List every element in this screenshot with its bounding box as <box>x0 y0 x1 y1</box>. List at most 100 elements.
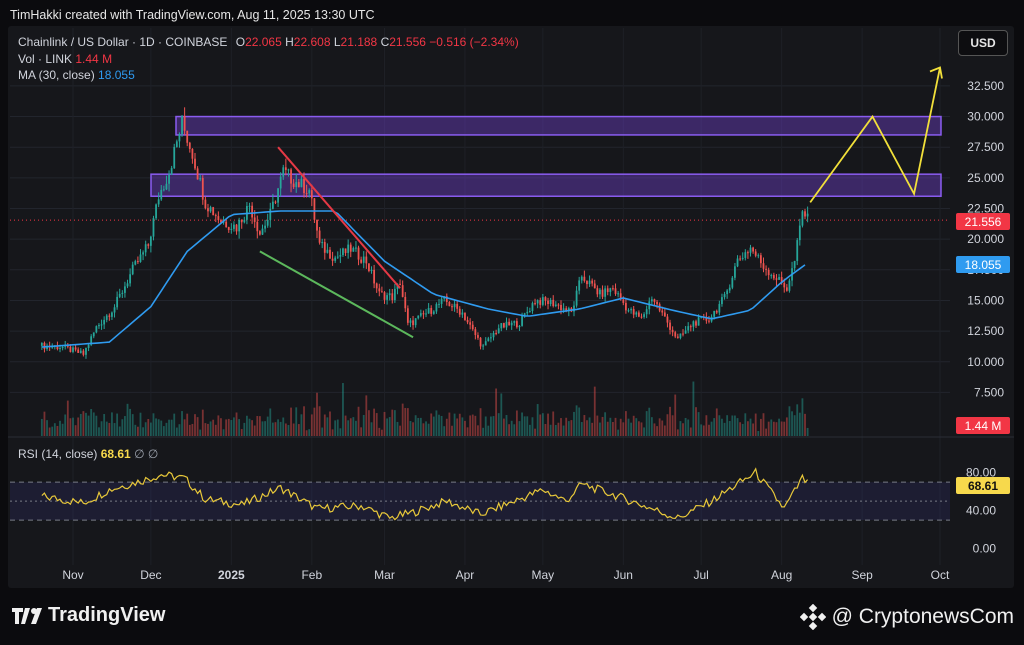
candle-body <box>749 247 752 253</box>
volume-bar <box>471 414 474 436</box>
volume-bar <box>310 414 313 436</box>
volume-bar <box>721 418 723 436</box>
candle-body <box>565 308 568 312</box>
candle-body <box>562 308 565 310</box>
volume-bar <box>170 419 173 436</box>
support-trendline <box>259 250 414 339</box>
candle-body <box>432 311 435 314</box>
volume-bar <box>552 411 555 436</box>
volume-bar <box>479 408 482 436</box>
volume-bar <box>482 427 485 436</box>
candle-body <box>705 317 708 321</box>
time-axis-label: 2025 <box>218 568 245 582</box>
volume-bar <box>474 415 477 436</box>
candle-body <box>212 207 215 216</box>
candle-body <box>578 280 581 291</box>
volume-bar <box>726 415 729 436</box>
candle-body <box>534 303 536 305</box>
volume-bar <box>142 427 144 436</box>
volume-bar <box>162 426 165 436</box>
price-axis-label: 20.000 <box>967 232 1004 246</box>
volume-bar <box>689 427 692 436</box>
candle-body <box>495 332 498 334</box>
volume-legend[interactable]: Vol · LINK 1.44 M <box>18 52 112 66</box>
candle-body <box>445 296 448 302</box>
volume-bar <box>253 425 256 436</box>
volume-bar <box>103 414 106 436</box>
candle-body <box>731 277 734 288</box>
candle-body <box>586 280 588 285</box>
candle-body <box>759 255 762 264</box>
currency-button[interactable]: USD <box>958 30 1008 56</box>
volume-bar <box>95 415 98 436</box>
candle-body <box>617 293 620 295</box>
volume-bar <box>778 418 780 436</box>
volume-bar <box>653 423 656 436</box>
candle-body <box>352 247 355 252</box>
candle-body <box>360 259 363 263</box>
candle-body <box>453 303 456 308</box>
candle-body <box>425 313 427 315</box>
rsi-legend[interactable]: RSI (14, close) 68.61 ∅ ∅ <box>18 447 158 461</box>
volume-bar <box>671 415 674 436</box>
volume-bar <box>599 422 601 436</box>
moving-average-line <box>41 210 806 348</box>
candle-body <box>82 350 85 355</box>
symbol-name: Chainlink / US Dollar · 1D · COINBASE <box>18 35 228 49</box>
volume-bar <box>183 419 186 436</box>
candle-body <box>775 278 778 280</box>
volume-bar <box>637 421 640 436</box>
candle-body <box>111 312 113 317</box>
candle-body <box>482 345 485 347</box>
volume-bar <box>427 423 430 436</box>
ma-legend[interactable]: MA (30, close) 18.055 <box>18 68 135 82</box>
candle-body <box>100 324 103 326</box>
candle-body <box>173 146 176 169</box>
volume-bar <box>593 386 596 436</box>
candle-body <box>627 310 630 312</box>
volume-bar <box>617 429 620 436</box>
candle-body <box>251 205 254 218</box>
candle-body <box>798 225 801 241</box>
volume-bar <box>386 418 388 436</box>
volume-bar <box>124 416 126 436</box>
candle-body <box>650 299 653 302</box>
candle-body <box>386 295 388 300</box>
volume-bar <box>349 418 352 436</box>
candle-body <box>292 183 295 188</box>
candle-body <box>549 299 552 304</box>
candle-body <box>632 309 635 315</box>
volume-bar <box>186 413 189 436</box>
candle-body <box>614 288 617 294</box>
volume-bar <box>305 430 308 436</box>
volume-bar <box>477 425 479 436</box>
price-axis-label: 32.500 <box>967 79 1004 93</box>
candle-body <box>762 263 765 269</box>
price-axis-label: 27.500 <box>967 140 1004 154</box>
volume-bar <box>560 418 562 436</box>
volume-bar <box>663 425 666 436</box>
tradingview-brand[interactable]: TradingView <box>12 604 165 627</box>
volume-bar <box>695 407 697 436</box>
volume-bar <box>547 413 549 436</box>
time-axis-label: Nov <box>62 568 83 582</box>
candle-body <box>321 242 324 244</box>
candle-body <box>503 323 505 328</box>
volume-bar <box>292 423 295 436</box>
volume-bar <box>222 429 225 436</box>
volume-bar <box>209 421 212 436</box>
volume-value: 1.44 M <box>75 52 113 66</box>
symbol-legend[interactable]: Chainlink / US Dollar · 1D · COINBASE O2… <box>18 35 519 49</box>
resistance-zone <box>175 115 942 136</box>
volume-bar <box>793 415 796 436</box>
volume-bar <box>246 415 248 436</box>
candle-body <box>191 148 194 159</box>
candle-body <box>269 208 272 220</box>
change-value: −0.516 (−2.34%) <box>429 35 519 49</box>
candle-body <box>253 217 256 222</box>
candle-body <box>266 219 269 226</box>
candle-body <box>290 169 292 184</box>
candle-body <box>124 286 126 293</box>
volume-bar <box>705 415 708 436</box>
